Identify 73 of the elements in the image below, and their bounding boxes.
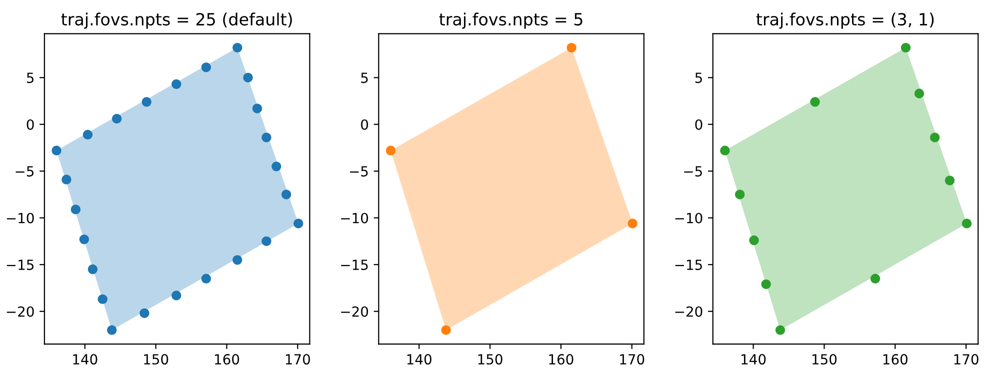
point <box>52 146 62 156</box>
point <box>272 162 282 172</box>
point <box>82 130 93 140</box>
point <box>962 218 972 228</box>
y-tick-label: −15 <box>675 260 702 270</box>
y-tick-label: −20 <box>341 306 368 317</box>
point <box>232 42 242 53</box>
chart-title: traj.fovs.npts = (3, 1) <box>756 12 934 29</box>
point <box>775 325 786 335</box>
point <box>930 132 940 142</box>
y-tick-label: −10 <box>675 212 702 224</box>
x-tick-label: 140 <box>742 354 766 365</box>
x-tick-label: 150 <box>812 354 837 365</box>
y-tick-label: 0 <box>695 119 702 130</box>
y-tick-label: −20 <box>675 306 702 317</box>
y-tick-label: −5 <box>350 166 368 177</box>
y-tick-label: 0 <box>26 119 34 130</box>
x-tick-label: 170 <box>954 354 978 365</box>
chart-title: traj.fovs.npts = 5 <box>439 12 582 29</box>
y-tick-label: −15 <box>6 260 34 270</box>
point <box>900 42 911 53</box>
x-tick-label: 160 <box>549 354 574 365</box>
point <box>172 290 182 300</box>
point <box>749 235 759 246</box>
point <box>79 234 90 244</box>
x-tick-label: 160 <box>214 354 240 365</box>
y-tick-label: 0 <box>361 119 368 130</box>
point <box>98 294 108 304</box>
point <box>441 325 451 335</box>
x-tick-label: 140 <box>73 354 98 365</box>
point <box>914 88 924 98</box>
x-tick-label: 150 <box>144 354 168 365</box>
point <box>720 146 730 156</box>
chart-title: traj.fovs.npts = 25 (default) <box>61 12 292 29</box>
point <box>252 104 262 114</box>
point <box>243 72 253 82</box>
point <box>262 132 272 142</box>
point <box>628 218 638 228</box>
point <box>386 146 396 156</box>
point <box>140 308 150 318</box>
point <box>232 255 242 265</box>
y-tick-label: −10 <box>341 212 368 224</box>
point <box>201 62 212 72</box>
point <box>62 174 72 184</box>
point <box>70 204 81 214</box>
point <box>262 236 272 246</box>
point <box>734 190 745 200</box>
point <box>293 218 304 228</box>
x-tick-label: 170 <box>620 354 644 365</box>
y-tick-label: 5 <box>361 72 368 84</box>
point <box>761 279 771 290</box>
point <box>142 97 152 107</box>
x-tick-label: 170 <box>286 354 310 365</box>
point <box>870 274 880 284</box>
point <box>566 42 576 53</box>
x-tick-label: 140 <box>407 354 432 365</box>
point <box>172 79 182 90</box>
x-tick-label: 150 <box>478 354 502 365</box>
y-tick-label: −5 <box>16 166 34 177</box>
y-tick-label: −20 <box>6 306 34 317</box>
y-tick-label: −5 <box>684 166 702 177</box>
point <box>106 325 117 335</box>
point <box>201 274 212 284</box>
point <box>112 114 122 124</box>
y-tick-label: −10 <box>6 212 34 224</box>
point <box>281 190 292 200</box>
x-tick-label: 160 <box>883 354 908 365</box>
point <box>810 97 820 107</box>
y-tick-label: 5 <box>26 72 34 84</box>
point <box>944 176 955 186</box>
y-tick-label: 5 <box>695 72 702 84</box>
point <box>88 264 98 274</box>
y-tick-label: −15 <box>341 260 368 270</box>
